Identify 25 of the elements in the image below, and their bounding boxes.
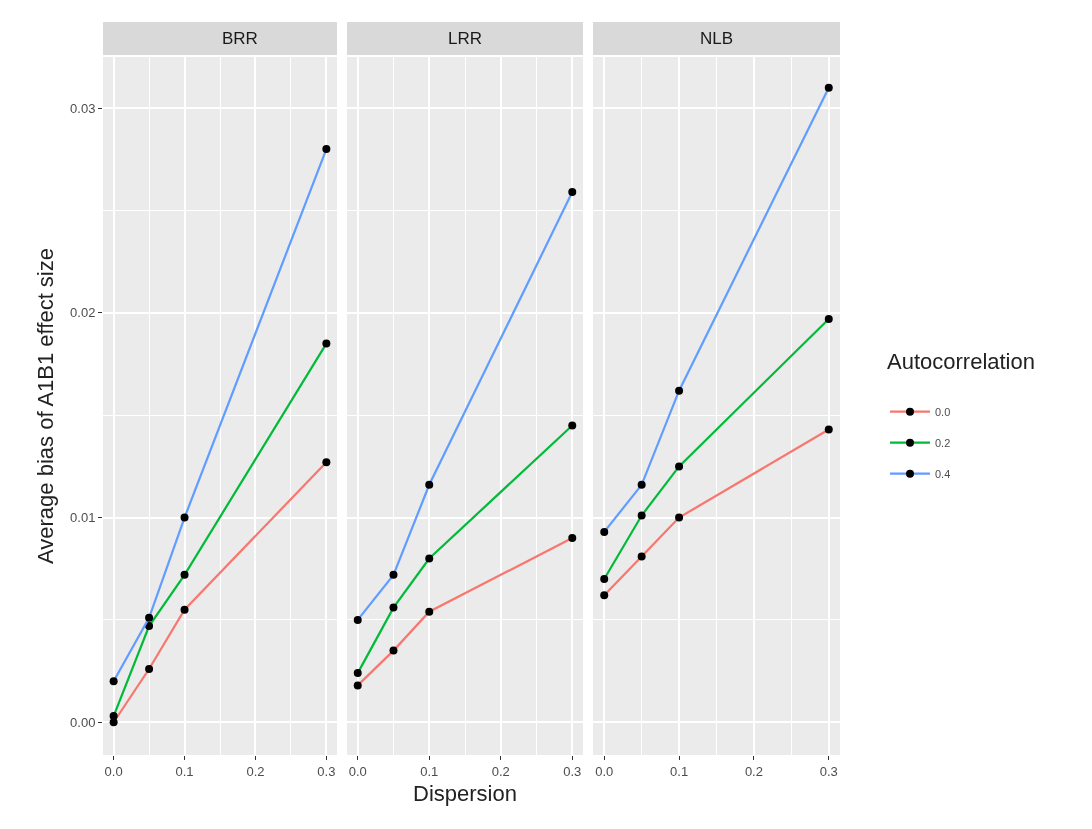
x-tick-label: 0.3 xyxy=(563,763,582,779)
x-tick-label: 0.0 xyxy=(595,763,614,779)
x-tick-label: 0.2 xyxy=(491,763,510,779)
x-tick-label: 0.0 xyxy=(348,763,367,779)
x-tick-label: 0.3 xyxy=(317,763,336,779)
y-tick-label: 0.02 xyxy=(70,305,96,321)
y-tick-label: 0.00 xyxy=(70,714,96,730)
chart-title: BRR xyxy=(222,29,258,48)
x-tick-label: 0.3 xyxy=(819,763,838,779)
x-tick-label: 0.2 xyxy=(744,763,763,779)
chart-title: LRR xyxy=(448,29,483,48)
x-tick-label: 0.1 xyxy=(420,763,439,779)
chart-title: NLB xyxy=(700,29,734,48)
y-tick-label: 0.01 xyxy=(70,510,96,526)
x-tick-label: 0.1 xyxy=(175,763,194,779)
y-tick-label: 0.03 xyxy=(70,100,96,116)
x-tick-label: 0.1 xyxy=(670,763,689,779)
x-tick-label: 0.0 xyxy=(104,763,123,779)
x-axis-title: Dispersion xyxy=(413,781,517,807)
y-axis-title: Average bias of A1B1 effect size xyxy=(32,248,58,564)
x-tick-label: 0.2 xyxy=(246,763,265,779)
legend-title: Autocorrelation xyxy=(887,348,1035,374)
legend-label: 0.2 xyxy=(935,436,951,449)
legend-label: 0.4 xyxy=(935,467,951,480)
legend-label: 0.0 xyxy=(935,405,951,418)
